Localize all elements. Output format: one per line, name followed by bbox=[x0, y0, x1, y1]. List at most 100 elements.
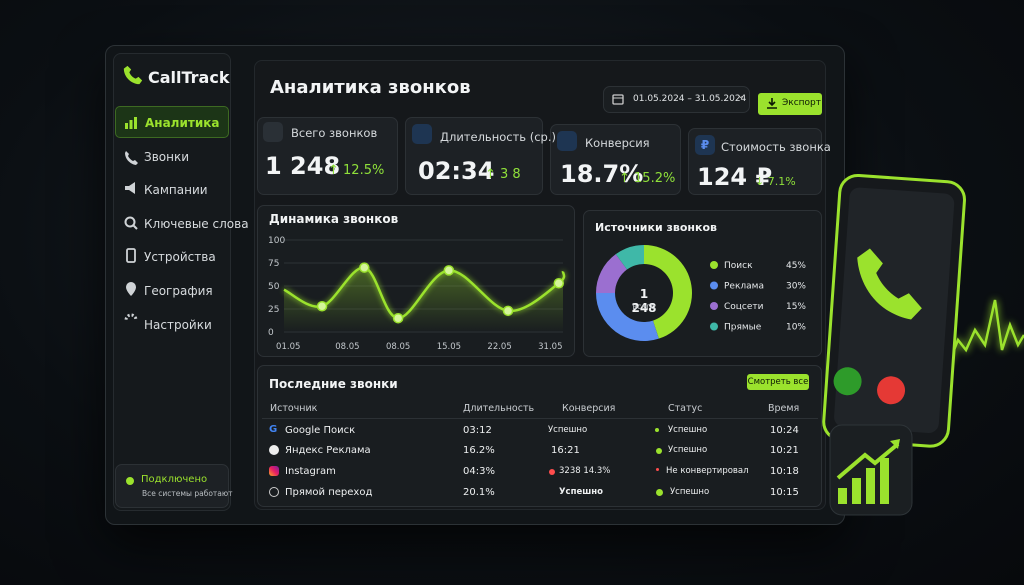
kpi-icon: ₽ bbox=[695, 135, 715, 155]
kpi-change-value: 7.1% bbox=[767, 175, 796, 188]
status-dot bbox=[655, 428, 659, 432]
cell: Яндекс Реклама bbox=[285, 445, 371, 456]
date-picker[interactable] bbox=[603, 86, 750, 113]
nav-icons bbox=[124, 117, 138, 320]
y-tick-label: 0 bbox=[268, 328, 274, 338]
nav-item[interactable]: Аналитика bbox=[115, 106, 229, 138]
kpi-value: 1 248 bbox=[265, 152, 341, 180]
status-box bbox=[115, 464, 229, 508]
cell: 16.2% bbox=[463, 445, 495, 456]
legend-dot bbox=[710, 281, 718, 290]
cell: Прямой переход bbox=[285, 487, 373, 498]
y-tick-label: 75 bbox=[268, 259, 279, 269]
calendar-icon bbox=[612, 94, 624, 105]
area bbox=[284, 267, 565, 332]
status-dot bbox=[126, 477, 134, 485]
legend-value: 15% bbox=[786, 302, 806, 312]
cell: 16:21 bbox=[551, 445, 580, 456]
status-dot bbox=[656, 489, 663, 496]
column-header: Время bbox=[768, 403, 800, 414]
kpi-change: ↓ 7.1% bbox=[755, 175, 796, 188]
line bbox=[283, 266, 566, 320]
nav-item[interactable]: Ключевые слова bbox=[144, 217, 249, 231]
nav-item[interactable]: География bbox=[144, 284, 213, 298]
legend-dot bbox=[710, 261, 718, 269]
status-dot bbox=[656, 468, 659, 471]
legend-dot bbox=[710, 322, 718, 331]
kpi-change-value: 15.2% bbox=[634, 171, 676, 186]
source-icon bbox=[269, 487, 279, 497]
table-title: Последние звонки bbox=[269, 377, 398, 391]
cell: Google Поиск bbox=[285, 425, 356, 436]
cell: 10:24 bbox=[770, 425, 799, 436]
kpi-change: ↑ 15.2% bbox=[619, 171, 676, 186]
kpi-change: ↑ 3 8 bbox=[485, 167, 521, 182]
nav-item[interactable]: Устройства bbox=[144, 250, 216, 264]
kpi-change: ↑ 12.5% bbox=[328, 163, 385, 178]
date-range: 01.05.2024 – 31.05.2024 bbox=[633, 94, 747, 104]
chevron: ⌄ bbox=[737, 91, 745, 101]
pie-chart-title: Источники звонков bbox=[595, 221, 718, 234]
legend-label: Прямые bbox=[724, 323, 762, 333]
kpi-value: 124 ₽ bbox=[697, 163, 773, 191]
legend-value: 10% bbox=[786, 323, 806, 333]
legend-label: Соцсети bbox=[724, 302, 764, 312]
status-title: Подключено bbox=[141, 474, 208, 485]
cell: Успешно bbox=[668, 425, 708, 435]
source-icon bbox=[269, 466, 279, 476]
y-tick-label: 100 bbox=[268, 236, 285, 246]
kpi-change-value: 12.5% bbox=[343, 163, 385, 178]
point bbox=[359, 262, 370, 273]
kpi-value: 02:34 bbox=[418, 157, 495, 185]
legend-label: Реклама bbox=[724, 282, 764, 292]
pie-center-value: 1 248 bbox=[631, 287, 657, 315]
legend-value: 45% bbox=[786, 261, 806, 271]
point bbox=[553, 277, 565, 289]
cell: 20.1% bbox=[463, 487, 495, 498]
cell: 10:15 bbox=[770, 487, 799, 498]
kpi-label: Стоимость звонка bbox=[721, 140, 831, 154]
status-dot bbox=[656, 448, 662, 454]
view-all-button[interactable]: Смотреть все bbox=[747, 374, 809, 390]
point bbox=[443, 265, 455, 276]
point bbox=[392, 312, 404, 324]
kpi-icon bbox=[412, 124, 432, 144]
column-header: Длительность bbox=[463, 403, 535, 414]
x-tick-label: 08.05 bbox=[335, 342, 359, 352]
cell: Успешно bbox=[668, 445, 708, 455]
phone-illustration bbox=[822, 173, 1024, 516]
export-label: Экспорт bbox=[782, 98, 822, 108]
x-tick-label: 01.05 bbox=[276, 342, 300, 352]
status-dot bbox=[549, 469, 555, 475]
column-header: Источник bbox=[270, 403, 318, 414]
export-button[interactable] bbox=[758, 93, 822, 115]
line-chart-title: Динамика звонков bbox=[269, 212, 399, 226]
column-header: Конверсия bbox=[562, 403, 616, 414]
kpi-value: 18.7% bbox=[560, 160, 644, 188]
nav-item[interactable]: Настройки bbox=[144, 318, 212, 332]
kpi-icon bbox=[557, 131, 577, 151]
pie-slice bbox=[596, 293, 659, 342]
nav-item[interactable]: Кампании bbox=[144, 183, 208, 197]
point bbox=[316, 300, 328, 312]
cell: 10:18 bbox=[770, 466, 799, 477]
x-tick-label: 31.05 bbox=[538, 342, 562, 352]
legend-dot bbox=[710, 302, 718, 310]
cell: Успешно bbox=[548, 425, 588, 435]
status-text: Все системы работают bbox=[142, 489, 233, 498]
cell: Успешно bbox=[670, 487, 710, 497]
legend-label: Поиск bbox=[724, 261, 753, 271]
pie-center-label: всего bbox=[632, 302, 656, 311]
pie-slice bbox=[615, 245, 644, 270]
page-title: Аналитика звонков bbox=[270, 77, 471, 98]
divider bbox=[262, 418, 818, 419]
nav-item[interactable]: Звонки bbox=[144, 150, 189, 164]
y-tick-label: 25 bbox=[268, 305, 279, 315]
cell: 3238 14.3% bbox=[559, 466, 611, 476]
cell: Не конвертировал bbox=[666, 466, 749, 476]
cell: Instagram bbox=[285, 466, 336, 477]
legend-value: 30% bbox=[786, 282, 806, 292]
point bbox=[502, 305, 514, 317]
